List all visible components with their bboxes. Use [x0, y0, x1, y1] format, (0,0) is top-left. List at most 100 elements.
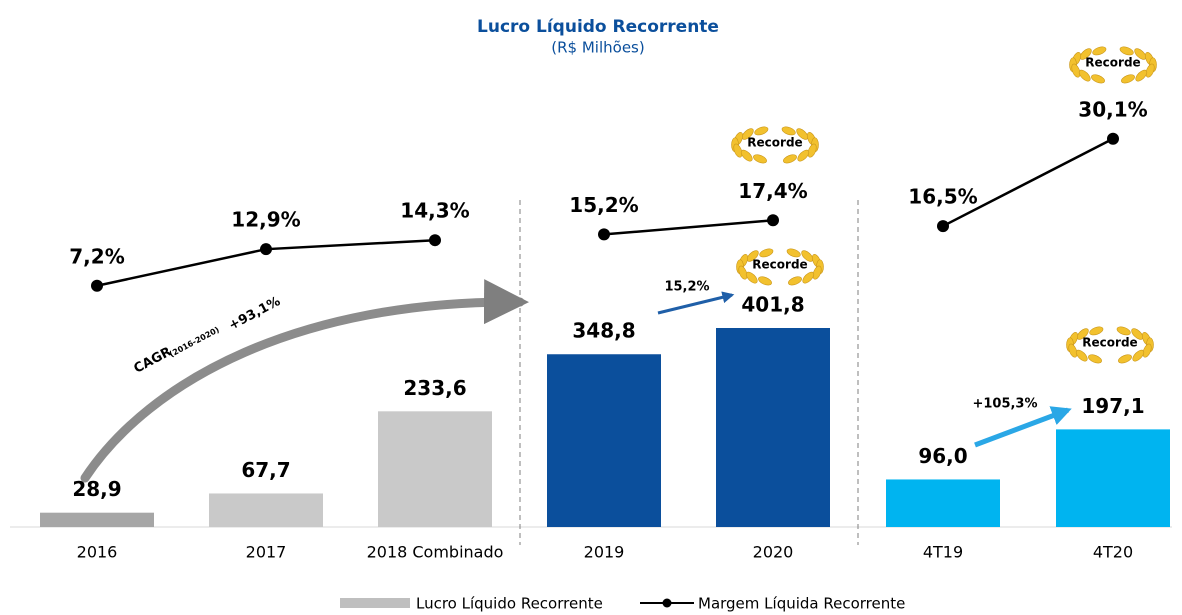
- margin-value-label: 14,3%: [400, 199, 469, 223]
- chart-subtitle: (R$ Milhões): [551, 39, 644, 57]
- legend-label: Margem Líquida Recorrente: [698, 595, 905, 613]
- laurel-leaf: [738, 265, 748, 280]
- laurel-leaf: [797, 149, 810, 162]
- bar: [547, 354, 661, 527]
- bar: [209, 493, 323, 527]
- laurel-leaf: [758, 276, 772, 286]
- x-tick-label: 2017: [246, 543, 287, 562]
- bar: [716, 328, 830, 527]
- laurel-leaf: [1121, 74, 1135, 84]
- laurel-leaf: [1078, 69, 1091, 82]
- bar-value-label: 348,8: [572, 319, 635, 343]
- bar-value-label: 233,6: [403, 376, 466, 400]
- laurel-leaf: [1089, 326, 1104, 336]
- x-tick-label: 4T20: [1093, 543, 1133, 562]
- laurel-leaf: [812, 265, 822, 280]
- laurel-leaf: [1116, 326, 1131, 336]
- bar: [886, 479, 1000, 527]
- margin-value-label: 7,2%: [69, 244, 124, 268]
- margin-point: [598, 228, 610, 241]
- margin-line: [942, 137, 1114, 228]
- laurel-leaf: [1119, 46, 1134, 56]
- legend-label: Lucro Líquido Recorrente: [416, 595, 603, 613]
- laurel-leaf: [733, 143, 743, 158]
- x-tick-label: 2019: [584, 543, 625, 562]
- x-tick-label: 2018 Combinado: [367, 543, 504, 562]
- x-tick-label: 2020: [753, 543, 794, 562]
- laurel-leaf: [786, 248, 801, 258]
- laurel-leaf: [745, 271, 758, 284]
- laurel-leaf: [740, 149, 753, 162]
- laurel-leaf: [1088, 354, 1102, 364]
- laurel-leaf: [783, 154, 797, 164]
- x-tick-label: 2016: [77, 543, 118, 562]
- laurel-leaf: [746, 250, 759, 262]
- margin-value-label: 17,4%: [738, 179, 807, 203]
- laurel-leaf: [759, 248, 774, 258]
- recorde-badge: Recorde: [1069, 46, 1157, 84]
- chart-title: Lucro Líquido Recorrente: [477, 17, 719, 37]
- legend-swatch: [340, 598, 410, 608]
- laurel-leaf: [807, 143, 817, 158]
- margin-point: [1107, 132, 1119, 145]
- bar-value-label: 96,0: [918, 444, 967, 468]
- margin-value-label: 30,1%: [1078, 97, 1147, 121]
- margin-value-label: 12,9%: [231, 208, 300, 232]
- bar: [40, 512, 154, 527]
- laurel-leaf: [802, 271, 815, 284]
- bar: [1056, 429, 1170, 527]
- laurel-leaf: [1134, 48, 1147, 60]
- laurel-leaf: [781, 126, 796, 136]
- margin-line: [603, 219, 774, 236]
- bar-value-label: 28,9: [72, 477, 121, 501]
- cagr-value: +93,1%: [226, 294, 282, 334]
- laurel-leaf: [1068, 343, 1078, 358]
- margin-point: [767, 214, 779, 227]
- laurel-leaf: [753, 154, 767, 164]
- laurel-leaf: [1075, 349, 1088, 362]
- bar: [378, 411, 492, 527]
- laurel-leaf: [1079, 48, 1092, 60]
- laurel-leaf: [1092, 46, 1107, 56]
- laurel-leaf: [1145, 63, 1155, 78]
- recorde-badge: Recorde: [731, 126, 819, 164]
- growth-arrow: [974, 406, 1072, 448]
- laurel-leaf: [1071, 63, 1081, 78]
- recorde-label: Recorde: [1085, 56, 1140, 70]
- cagr-label: CAGR: [131, 344, 174, 376]
- margin-value-label: 16,5%: [908, 185, 977, 209]
- recorde-badge: Recorde: [1066, 326, 1154, 364]
- bar-value-label: 197,1: [1081, 394, 1144, 418]
- margin-point: [260, 243, 272, 256]
- recorde-label: Recorde: [1082, 336, 1137, 350]
- cagr-period: (2016-2020): [168, 325, 221, 359]
- laurel-leaf: [754, 126, 769, 136]
- margin-point: [937, 220, 949, 233]
- legend-swatch: [662, 598, 672, 608]
- margin-point: [429, 234, 441, 247]
- cagr-arrow: [80, 279, 529, 483]
- recorde-badge: Recorde: [736, 248, 824, 286]
- laurel-leaf: [1132, 349, 1145, 362]
- laurel-leaf: [1076, 328, 1089, 340]
- x-tick-label: 4T19: [923, 543, 963, 562]
- laurel-leaf: [1142, 343, 1152, 358]
- laurel-leaf: [801, 250, 814, 262]
- laurel-leaf: [788, 276, 802, 286]
- laurel-leaf: [1131, 328, 1144, 340]
- margin-value-label: 15,2%: [569, 193, 638, 217]
- bar-value-label: 67,7: [241, 458, 290, 482]
- laurel-leaf: [796, 128, 809, 140]
- laurel-leaf: [1135, 69, 1148, 82]
- laurel-leaf: [1118, 354, 1132, 364]
- margin-point: [91, 279, 103, 292]
- recorde-label: Recorde: [747, 136, 802, 150]
- growth-label: +105,3%: [972, 397, 1037, 412]
- growth-label: 15,2%: [664, 280, 709, 295]
- recorde-label: Recorde: [752, 258, 807, 272]
- growth-arrow: [657, 291, 735, 315]
- laurel-leaf: [741, 128, 754, 140]
- bar-value-label: 401,8: [741, 293, 804, 317]
- laurel-leaf: [1091, 74, 1105, 84]
